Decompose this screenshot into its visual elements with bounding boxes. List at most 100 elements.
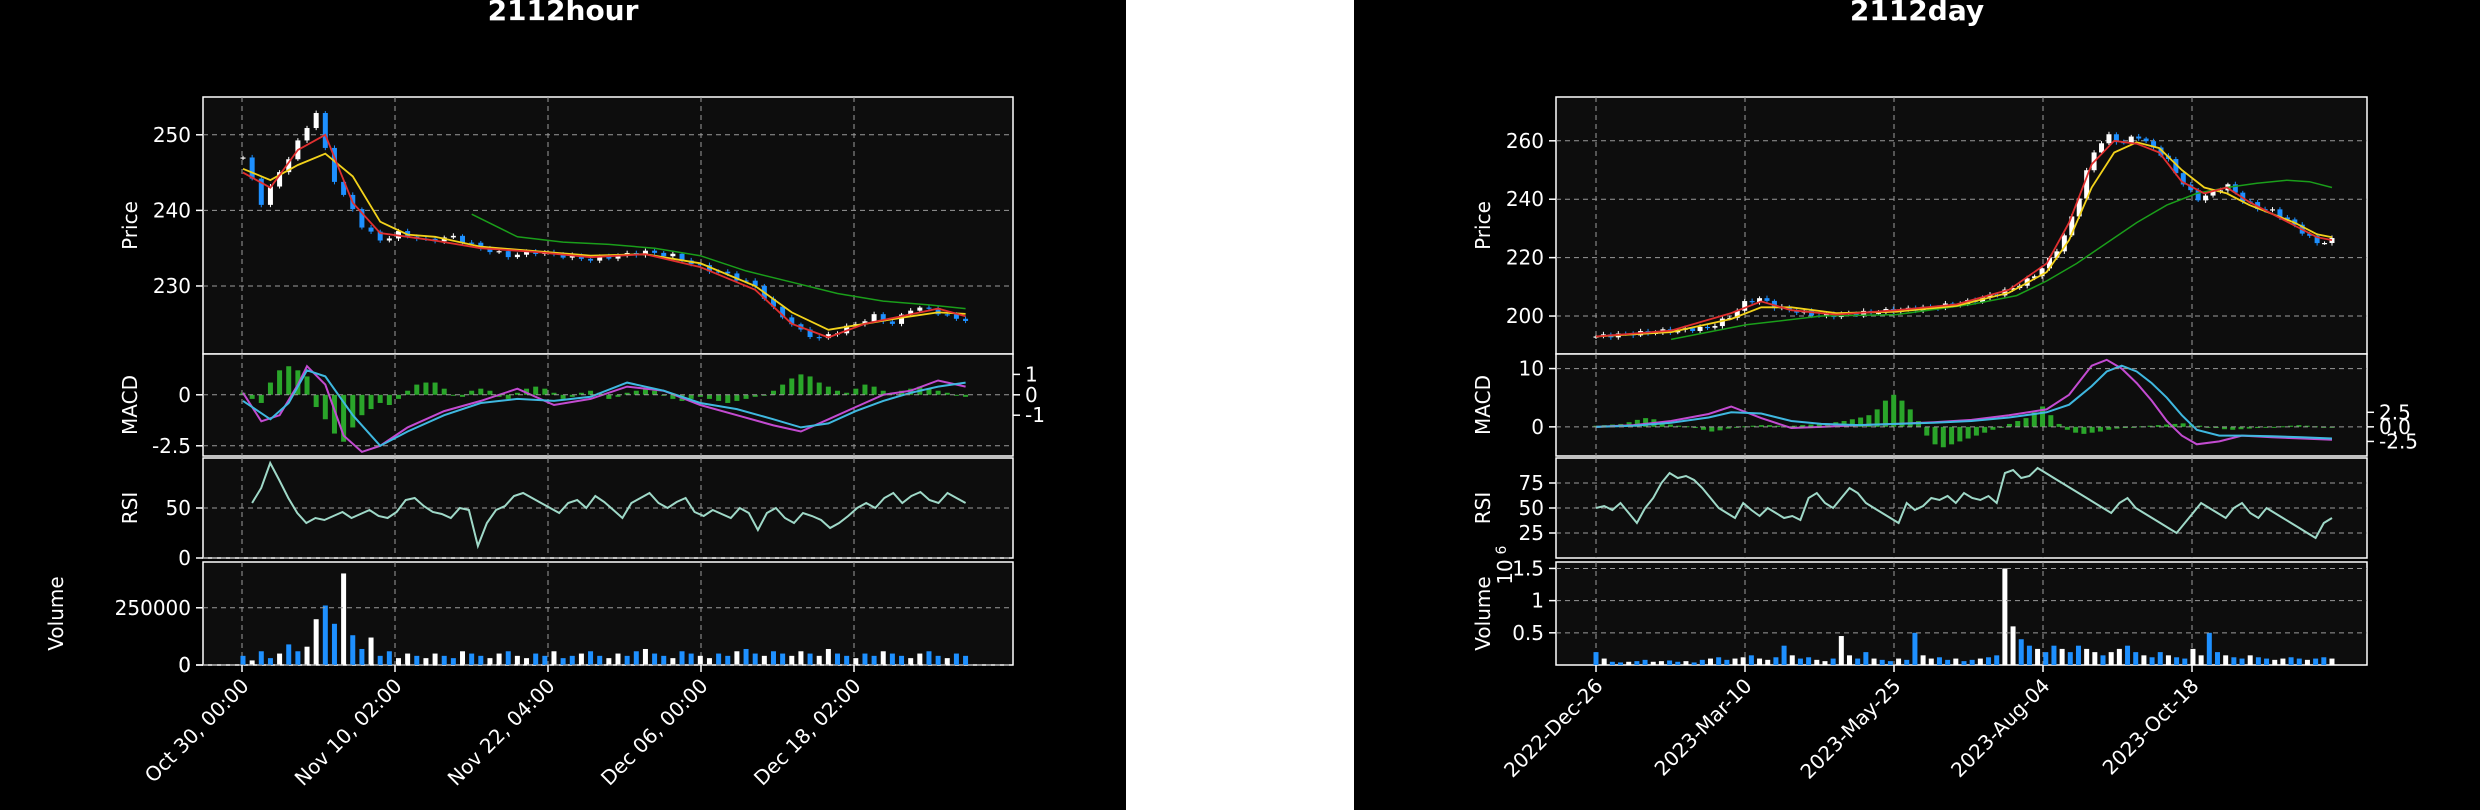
macd-histogram-bar — [460, 394, 466, 397]
y-tick-label: 25 — [1519, 521, 1544, 545]
macd-histogram-bar — [2056, 423, 2062, 427]
candle-body — [816, 337, 822, 339]
volume-bar — [2043, 652, 2049, 665]
candle-body — [240, 157, 246, 159]
candle-body — [825, 334, 831, 339]
macd-histogram-bar — [816, 382, 822, 395]
macd-histogram-bar — [880, 390, 886, 395]
macd-histogram-bar — [2288, 425, 2294, 427]
volume-bar — [789, 655, 795, 665]
volume-bar — [1618, 662, 1624, 665]
macd-histogram-bar — [2023, 418, 2029, 427]
macd-histogram-bar — [1709, 426, 1715, 432]
volume-bar — [524, 658, 530, 665]
candle-body — [2039, 268, 2045, 277]
candle-body — [1853, 313, 1859, 316]
macd-histogram-bar — [249, 394, 255, 399]
macd-histogram-bar — [770, 390, 776, 395]
macd-histogram-bar — [505, 394, 511, 399]
macd-histogram-bar — [1643, 418, 1649, 427]
candle-body — [2061, 235, 2067, 252]
y-tick-label: 240 — [153, 198, 191, 222]
volume-bar — [1593, 652, 1599, 665]
candle-body — [2314, 235, 2320, 244]
volume-bar — [1667, 660, 1673, 665]
y-axis-label: Volume — [44, 576, 68, 650]
macd-histogram-bar — [2147, 425, 2153, 427]
candle-body — [1593, 336, 1599, 338]
volume-bar — [2296, 658, 2302, 665]
macd-histogram-bar — [1982, 426, 1988, 433]
macd-histogram-bar — [825, 386, 831, 395]
volume-bar — [533, 653, 539, 665]
macd-histogram-bar — [688, 394, 694, 399]
macd-histogram-bar — [935, 390, 941, 395]
volume-bar — [1634, 661, 1640, 665]
volume-bar — [816, 655, 822, 665]
candle-body — [341, 181, 347, 195]
candle-body — [926, 307, 932, 309]
volume-bar — [597, 655, 603, 665]
candle-body — [478, 242, 484, 249]
candle-body — [670, 253, 676, 257]
volume-bar — [1887, 661, 1893, 665]
y-tick-label: 0 — [178, 383, 191, 407]
volume-bar — [1896, 658, 1902, 665]
candle-body — [908, 310, 914, 315]
macd-histogram-bar — [441, 388, 447, 395]
macd-histogram-bar — [2006, 423, 2012, 427]
candle-body — [2136, 136, 2142, 139]
macd-histogram-bar — [944, 392, 950, 395]
volume-multiplier-label: 10 — [1493, 559, 1517, 584]
candle-body — [2143, 138, 2149, 142]
y-tick-label: 0 — [178, 546, 191, 570]
macd-histogram-bar — [1717, 426, 1723, 431]
volume-bar — [1626, 661, 1632, 665]
macd-histogram-bar — [560, 394, 566, 399]
volume-bar — [460, 651, 466, 665]
volume-bar — [505, 651, 511, 665]
volume-bar — [1912, 632, 1918, 665]
candle-body — [2128, 136, 2134, 143]
candle-body — [2158, 147, 2164, 156]
macd-histogram-bar — [862, 384, 868, 395]
y-tick-label: 250000 — [115, 596, 191, 620]
volume-bar — [880, 651, 886, 665]
volume-bar — [240, 655, 246, 665]
volume-bar — [807, 653, 813, 665]
candle-body — [1749, 301, 1755, 303]
candle-body — [2076, 198, 2082, 217]
volume-bar — [514, 655, 520, 665]
volume-bar — [1642, 659, 1648, 665]
volume-bar — [1699, 659, 1705, 665]
candle-body — [2032, 276, 2038, 279]
volume-bar — [1757, 658, 1763, 665]
volume-bar — [386, 651, 392, 665]
candle-body — [1875, 312, 1881, 314]
volume-bar — [286, 644, 292, 665]
volume-bar — [935, 655, 941, 665]
volume-bar — [706, 658, 712, 665]
candle-body — [1712, 326, 1718, 328]
candle-body — [2180, 173, 2186, 185]
y-tick-label: -1 — [1025, 403, 1045, 427]
volume-bar — [1765, 659, 1771, 665]
macd-histogram-bar — [277, 370, 283, 395]
volume-bar — [2313, 658, 2319, 665]
macd-histogram-bar — [844, 392, 850, 395]
candle-body — [267, 186, 273, 205]
candle-body — [716, 271, 722, 273]
macd-histogram-bar — [963, 394, 969, 397]
volume-bar — [441, 655, 447, 665]
candle-body — [2270, 209, 2276, 211]
candle-body — [935, 308, 941, 315]
volume-bar — [2288, 657, 2294, 665]
macd-histogram-bar — [2255, 426, 2261, 429]
macd-histogram-bar — [286, 366, 292, 395]
volume-bar — [889, 653, 895, 665]
volume-bar — [1830, 658, 1836, 665]
volume-bar — [752, 653, 758, 665]
macd-histogram-bar — [1767, 425, 1773, 427]
macd-histogram-bar — [1866, 415, 1872, 427]
volume-bar — [359, 648, 365, 665]
